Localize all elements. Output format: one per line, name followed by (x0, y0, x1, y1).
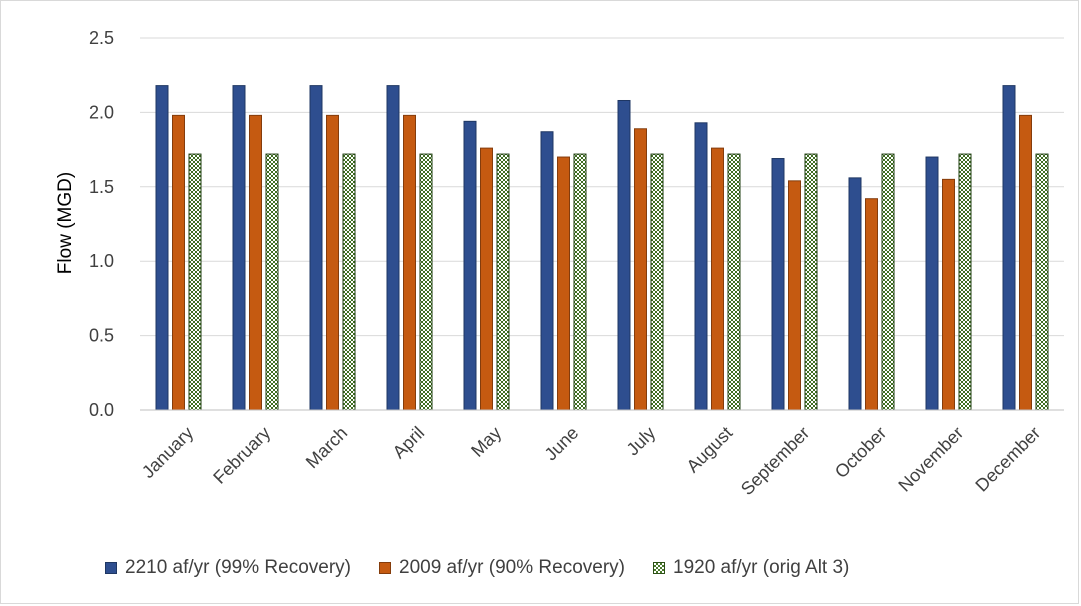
legend-swatch-orange (379, 562, 391, 574)
bar-1920-february (265, 153, 279, 411)
x-tick-label: June (541, 423, 583, 465)
bar-2210-may (463, 120, 477, 411)
bar-1920-december (1035, 153, 1049, 411)
bar-2009-august (711, 147, 724, 411)
y-tick-label: 2.5 (89, 28, 114, 48)
bar-2210-february (232, 85, 246, 411)
y-tick-label: 2.0 (89, 102, 114, 122)
legend: 2210 af/yr (99% Recovery) 2009 af/yr (90… (105, 557, 877, 579)
bar-1920-july (650, 153, 664, 411)
bar-2009-october (865, 198, 878, 411)
bar-2210-april (386, 85, 400, 411)
bar-1920-september (804, 153, 818, 411)
x-axis-labels: January February March April May June July Augu… (138, 423, 1044, 499)
legend-item-2210: 2210 af/yr (99% Recovery) (105, 557, 351, 579)
legend-label: 2210 af/yr (99% Recovery) (125, 557, 351, 578)
bar-2210-january (155, 85, 169, 411)
bar-2210-september (771, 158, 785, 411)
x-tick-label: August (683, 423, 737, 477)
x-tick-label: May (467, 423, 505, 461)
y-tick-label: 1.0 (89, 251, 114, 271)
bar-2210-august (694, 122, 708, 411)
x-tick-label: September (737, 423, 813, 499)
bar-2210-october (848, 177, 862, 411)
y-axis-title: Flow (MGD) (55, 172, 76, 274)
bar-2009-february (249, 114, 262, 411)
y-tick-label: 0.5 (89, 326, 114, 346)
bar-2210-december (1002, 85, 1016, 411)
x-tick-label: February (209, 423, 274, 488)
legend-swatch-blue (105, 562, 117, 574)
y-axis-ticks: 0.0 0.5 1.0 1.5 2.0 2.5 (89, 28, 114, 420)
bar-1920-april (419, 153, 433, 411)
bar-2009-december (1019, 114, 1032, 411)
x-tick-label: July (623, 423, 660, 460)
bar-2009-november (942, 178, 955, 411)
bar-2210-november (925, 156, 939, 411)
bar-2210-june (540, 131, 554, 411)
bars (155, 85, 1049, 411)
bar-1920-march (342, 153, 356, 411)
bar-2009-april (403, 114, 416, 411)
bar-2009-may (480, 147, 493, 411)
bar-1920-january (188, 153, 202, 411)
bar-2009-june (557, 156, 570, 411)
bar-1920-may (496, 153, 510, 411)
bar-2210-march (309, 85, 323, 411)
legend-swatch-checker (653, 562, 665, 574)
legend-label: 1920 af/yr (orig Alt 3) (673, 557, 850, 578)
bar-2009-july (634, 128, 647, 411)
bar-2009-september (788, 180, 801, 411)
legend-item-1920: 1920 af/yr (orig Alt 3) (653, 557, 849, 579)
bar-2210-july (617, 99, 631, 411)
x-tick-label: December (971, 423, 1044, 496)
bar-2009-january (172, 114, 185, 411)
bar-1920-november (958, 153, 972, 411)
y-tick-label: 1.5 (89, 177, 114, 197)
x-tick-label: October (831, 423, 890, 482)
bar-1920-june (573, 153, 587, 411)
bar-2009-march (326, 114, 339, 411)
gridlines (140, 37, 1064, 337)
bar-1920-october (881, 153, 895, 411)
y-tick-label: 0.0 (89, 400, 114, 420)
x-tick-label: November (894, 423, 967, 496)
x-tick-label: April (389, 423, 429, 463)
legend-label: 2009 af/yr (90% Recovery) (399, 557, 625, 578)
legend-item-2009: 2009 af/yr (90% Recovery) (379, 557, 625, 579)
bar-1920-august (727, 153, 741, 411)
x-tick-label: March (302, 423, 352, 473)
x-tick-label: January (138, 423, 197, 482)
